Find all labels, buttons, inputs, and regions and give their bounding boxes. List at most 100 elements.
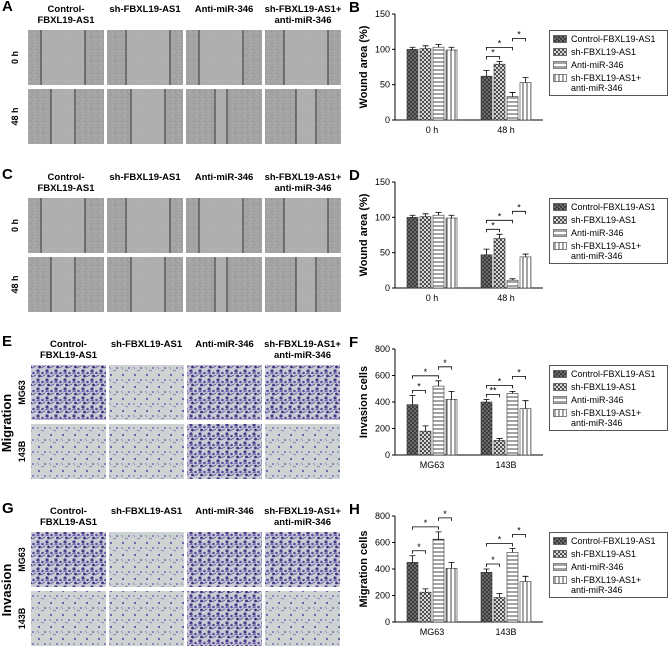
legend-label: Anti-miR-346 [571,395,624,405]
bar [419,591,432,623]
bar [480,572,493,623]
significance-label: * [498,38,502,48]
legend-swatch [553,537,567,545]
legend-label: sh-FBXL19-AS1+ anti-miR-346 [571,575,642,595]
significance-label: ** [489,385,497,395]
error-bar [422,588,429,593]
row-label: 48 h [10,107,20,125]
transwell-image [187,365,262,420]
legend-swatch [553,396,567,404]
transwell-image [109,365,184,420]
legend-box [549,30,668,96]
wound-gap [51,257,75,312]
row-label: 0 h [10,51,20,64]
bar [419,430,432,456]
row-label: 143B [17,607,27,629]
bar [445,399,458,456]
legend-label: sh-FBXL19-AS1 [571,549,637,559]
transwell-image [109,591,184,646]
significance-label: * [517,367,521,377]
significance-label: * [491,555,495,565]
wound-gap [126,30,170,85]
legend-label: Control-FBXL19-AS1 [571,369,656,379]
transwell-image [265,591,340,646]
error-bar [448,391,455,400]
y-tick-label: 600 [375,538,390,548]
x-tick-label: MG63 [420,460,445,470]
y-tick-label: 150 [375,177,390,187]
bar [445,49,458,121]
bar [406,49,419,121]
transwell-image [265,532,340,587]
column-header: Anti-miR-346 [194,4,254,15]
legend-swatch [553,370,567,378]
bar [493,440,506,456]
error-bar [435,531,442,540]
panel-letter: E [2,333,13,350]
significance-label: * [517,202,521,212]
wound-gap [215,257,227,312]
y-axis-label: Invasion cells [358,366,370,438]
panel-letter: D [349,168,360,184]
significance-bracket [512,210,526,215]
legend-box [549,365,668,431]
group-label: Invasion [0,564,14,617]
error-bar [435,380,442,387]
bar [493,238,506,289]
bar [432,538,445,623]
error-bar [509,391,516,394]
y-axis-label: Wound area (%) [358,193,370,276]
error-bar [409,214,416,218]
bar [432,385,445,456]
significance-bracket [486,219,513,224]
significance-label: * [491,47,495,57]
significance-label: * [517,29,521,39]
transwell-image [31,424,106,479]
significance-bracket [412,375,439,379]
legend-swatch-box [553,383,567,391]
wound-gap [41,198,85,253]
legend-label: Anti-miR-346 [571,60,624,70]
legend-item: Control-FBXL19-AS1 [553,202,670,212]
legend-swatch [553,229,567,237]
legend-swatch-box [553,35,567,43]
y-tick-label: 800 [375,511,390,521]
significance-bracket [486,55,500,60]
column-header: sh-FBXL19-AS1+ anti-miR-346 [264,4,342,26]
y-tick-label: 200 [375,424,390,434]
row-label: 0 h [10,219,20,232]
legend-swatch [553,409,567,417]
wound-gap [296,89,316,144]
column-header: Anti-miR-346 [195,339,254,350]
legend-swatch-box [553,576,567,584]
error-bar [435,211,442,216]
error-bar [422,213,429,217]
legend-item: sh-FBXL19-AS1+ anti-miR-346 [553,575,670,595]
error-bar [522,253,529,257]
bar [506,393,519,456]
y-tick-label: 400 [375,397,390,407]
error-bar [483,568,490,573]
significance-bracket [486,563,500,567]
legend-item: Anti-miR-346 [553,395,670,405]
column-header: Anti-miR-346 [195,506,254,517]
significance-label: * [417,542,421,552]
legend-label: Anti-miR-346 [571,562,624,572]
error-bar [509,92,516,97]
error-bar [448,214,455,219]
legend-swatch-box [553,74,567,82]
y-axis-label: Migration cells [358,530,370,607]
bar [480,401,493,456]
significance-label: * [424,367,428,377]
column-header: sh-FBXL19-AS1+ anti-miR-346 [264,506,341,528]
significance-label: * [424,518,428,528]
row-label: MG63 [17,547,27,572]
legend-swatch-box [553,396,567,404]
transwell-image [265,365,340,420]
x-tick-label: 0 h [426,125,439,135]
legend-swatch [553,203,567,211]
bar [480,254,493,289]
